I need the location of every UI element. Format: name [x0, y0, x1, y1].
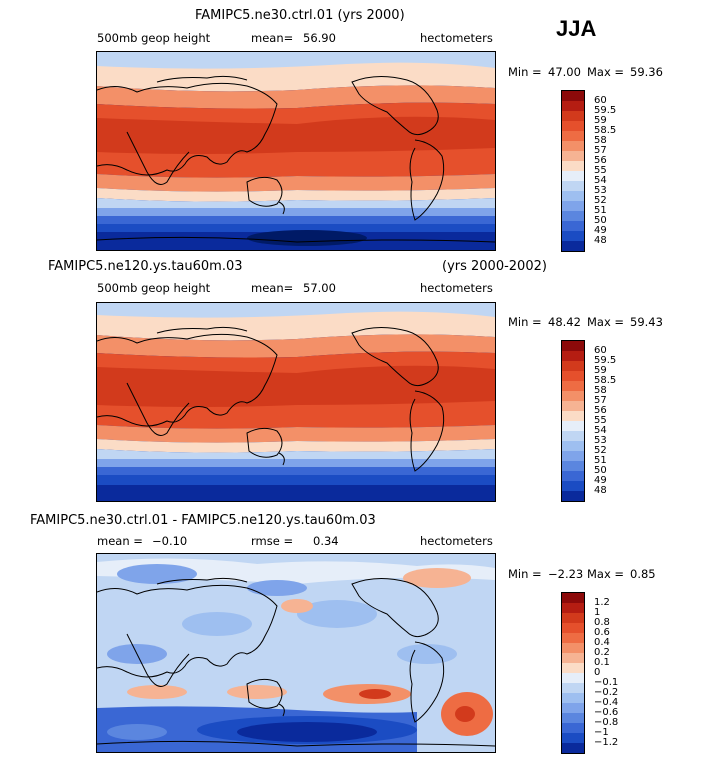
- panel3-mean-value: −0.10: [152, 534, 188, 548]
- panel3-colorbar: [561, 592, 585, 754]
- colorbar-label: −0.4: [594, 697, 619, 708]
- colorbar-label: 0.6: [594, 627, 610, 638]
- colorbar-label: 52: [594, 445, 607, 456]
- colorbar-label: 51: [594, 205, 607, 216]
- panel1-units: hectometers: [420, 31, 493, 45]
- colorbar-label: 59: [594, 115, 607, 126]
- colorbar-label: 1.2: [594, 597, 610, 608]
- colorbar-label: −1: [594, 727, 609, 738]
- panel3-max-value: 0.85: [630, 567, 656, 581]
- colorbar-label: 55: [594, 415, 607, 426]
- colorbar-label: 56: [594, 405, 607, 416]
- colorbar-label: 0: [594, 667, 601, 678]
- panel1-map-svg: [97, 52, 495, 250]
- panel1-colorbar-labels: 60 59.5 59 58.5 58 57 56 55 54 53 52 51 …: [594, 96, 616, 246]
- colorbar-label: 56: [594, 155, 607, 166]
- colorbar-label: 53: [594, 435, 607, 446]
- colorbar-label: 58.5: [594, 125, 617, 136]
- colorbar-label: 52: [594, 195, 607, 206]
- colorbar-label: −1.2: [594, 737, 619, 748]
- panel1-min-label: Min =: [508, 65, 542, 79]
- panel2-min-label: Min =: [508, 315, 542, 329]
- panel1-mean-value: 56.90: [303, 31, 336, 45]
- colorbar-label: 57: [594, 145, 607, 156]
- colorbar-label: 0.8: [594, 617, 610, 628]
- colorbar-label: 0.4: [594, 637, 610, 648]
- panel2-title: FAMIPC5.ne120.ys.tau60m.03: [48, 259, 243, 274]
- colorbar-label: −0.2: [594, 687, 619, 698]
- panel3-units: hectometers: [420, 534, 493, 548]
- colorbar-label: 55: [594, 165, 607, 176]
- colorbar-label: 49: [594, 225, 607, 236]
- colorbar-label: 48: [594, 235, 607, 246]
- colorbar-label: 59.5: [594, 355, 617, 366]
- colorbar-label: 59: [594, 365, 607, 376]
- colorbar-label: −0.1: [594, 677, 619, 688]
- panel2-colorbar-labels: 60 59.5 59 58.5 58 57 56 55 54 53 52 51 …: [594, 346, 616, 496]
- panel2-years: (yrs 2000-2002): [442, 259, 547, 274]
- colorbar-label: 50: [594, 215, 607, 226]
- colorbar-label: −0.6: [594, 707, 619, 718]
- panel1-max-value: 59.36: [630, 65, 663, 79]
- colorbar-label: 54: [594, 175, 607, 186]
- colorbar-label: 58: [594, 135, 607, 146]
- colorbar-label: 54: [594, 425, 607, 436]
- panel2-mean-label: mean=: [251, 281, 294, 295]
- panel2-map-svg: [97, 303, 495, 501]
- colorbar-label: 60: [594, 345, 607, 356]
- panel2-min-value: 48.42: [548, 315, 581, 329]
- colorbar-label: 53: [594, 185, 607, 196]
- colorbar-label: 49: [594, 475, 607, 486]
- panel3-rmse-label: rmse =: [251, 534, 294, 548]
- panel1-field: 500mb geop height: [97, 31, 211, 45]
- colorbar-label: 0.1: [594, 657, 610, 668]
- colorbar-label: 60: [594, 95, 607, 106]
- panel1-max-label: Max =: [587, 65, 625, 79]
- colorbar-label: 48: [594, 485, 607, 496]
- colorbar-label: 59.5: [594, 105, 617, 116]
- colorbar-label: 0.2: [594, 647, 610, 658]
- panel3-title: FAMIPC5.ne30.ctrl.01 - FAMIPC5.ne120.ys.…: [30, 513, 376, 528]
- panel1-min-value: 47.00: [548, 65, 581, 79]
- colorbar-label: 50: [594, 465, 607, 476]
- panel2-units: hectometers: [420, 281, 493, 295]
- panel3-map: [96, 553, 496, 753]
- panel3-min-label: Min =: [508, 567, 542, 581]
- panel1-mean-label: mean=: [251, 31, 294, 45]
- colorbar-label: 58: [594, 385, 607, 396]
- panel2-mean-value: 57.00: [303, 281, 336, 295]
- panel2-field: 500mb geop height: [97, 281, 211, 295]
- panel3-rmse-value: 0.34: [313, 534, 339, 548]
- colorbar-label: −0.8: [594, 717, 619, 728]
- panel1-colorbar: [561, 90, 585, 252]
- colorbar-label: 58.5: [594, 375, 617, 386]
- colorbar-label: 57: [594, 395, 607, 406]
- season-label: JJA: [556, 16, 597, 41]
- colorbar-label: 1: [594, 607, 601, 618]
- panel3-max-label: Max =: [587, 567, 625, 581]
- colorbar-label: 51: [594, 455, 607, 466]
- panel3-min-value: −2.23: [548, 567, 584, 581]
- panel2-max-label: Max =: [587, 315, 625, 329]
- panel3-colorbar-labels: 1.2 1 0.8 0.6 0.4 0.2 0.1 0 −0.1 −0.2 −0…: [594, 598, 618, 748]
- panel1-title: FAMIPC5.ne30.ctrl.01 (yrs 2000): [195, 8, 405, 23]
- panel2-colorbar: [561, 340, 585, 502]
- panel2-max-value: 59.43: [630, 315, 663, 329]
- panel1-map: [96, 51, 496, 251]
- panel2-map: [96, 302, 496, 502]
- panel3-map-svg: [97, 554, 495, 752]
- panel3-mean-label: mean =: [97, 534, 143, 548]
